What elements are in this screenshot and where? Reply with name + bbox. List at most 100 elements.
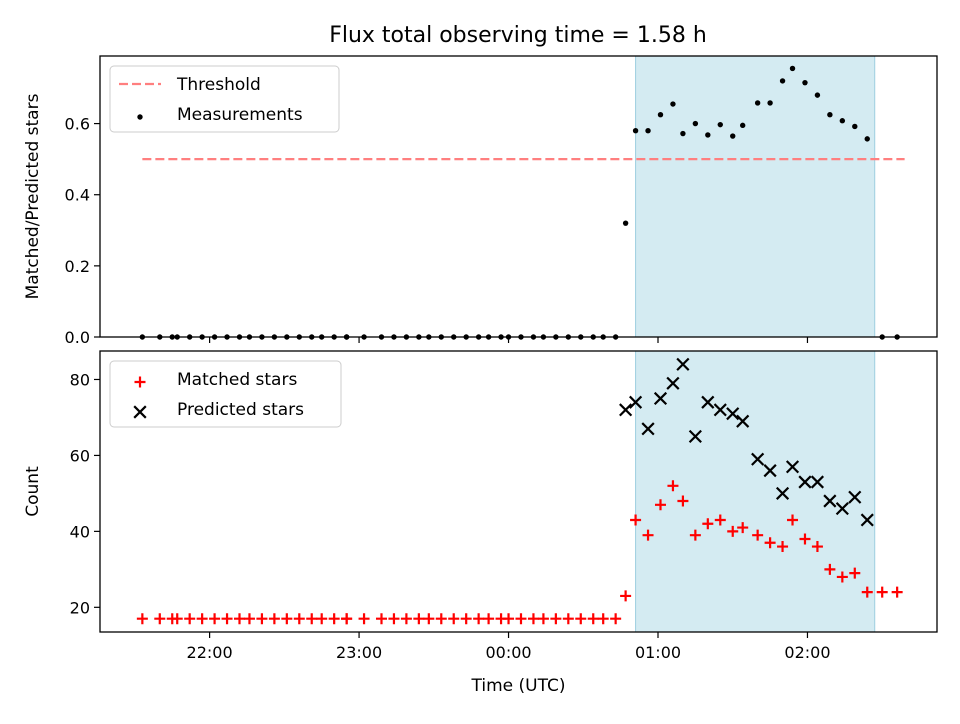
matched-star-point <box>423 613 435 625</box>
predicted-star-point <box>810 475 825 489</box>
matched-star-point <box>861 586 873 598</box>
measurement-point <box>680 130 686 137</box>
matched-star-point <box>473 613 485 625</box>
count-axes-frame <box>99 350 938 633</box>
measurement-point <box>814 92 821 98</box>
measurement-point <box>670 101 676 107</box>
matched-star-point <box>234 613 245 625</box>
matched-star-point <box>537 613 549 625</box>
matched-star-point <box>460 613 472 625</box>
predicted-star-point <box>653 391 668 406</box>
measurement-point <box>827 111 833 118</box>
matched-star-point <box>654 499 666 511</box>
ratio-y-tick-label: 0.4 <box>65 186 90 205</box>
ratio-y-tick-label: 0.0 <box>65 328 90 347</box>
matched-star-point <box>268 613 280 625</box>
matched-star-point <box>597 613 609 625</box>
matched-star-point <box>727 525 739 537</box>
matched-star-point <box>811 541 823 553</box>
count-y-tick-label: 60 <box>70 446 90 465</box>
matched-star-point <box>677 495 689 507</box>
ratio-legend: Threshold Measurements <box>109 65 340 133</box>
predicted-star-point <box>688 429 702 444</box>
predicted-star-point <box>751 452 765 466</box>
matched-star-point <box>375 613 387 625</box>
measurement-point <box>692 120 699 127</box>
matched-star-point <box>515 613 527 625</box>
matched-star-point <box>171 613 183 625</box>
count-legend: Matched stars Predicted stars <box>109 360 342 428</box>
measurement-point <box>739 122 746 129</box>
measurement-point <box>705 132 711 138</box>
legend-matched-swatch <box>134 376 146 388</box>
ratio-y-tick-label: 0.2 <box>65 257 90 276</box>
matched-star-point <box>667 480 679 492</box>
count-x-tick-label: 00:00 <box>485 643 531 662</box>
matched-star-point <box>752 529 764 541</box>
predicted-star-point <box>785 460 800 474</box>
measurement-point <box>864 136 870 142</box>
predicted-star-point <box>701 395 715 409</box>
measurement-point <box>852 123 858 130</box>
measurement-point <box>632 127 639 134</box>
matched-star-point <box>196 613 208 625</box>
count-x-tick-label: 01:00 <box>635 643 681 662</box>
matched-star-point <box>689 529 701 541</box>
predicted-star-point <box>629 395 643 409</box>
matched-star-point <box>550 613 562 625</box>
count-y-axis-label: Count <box>23 466 43 517</box>
measurement-point <box>754 100 761 106</box>
matched-star-point <box>799 533 811 545</box>
count-x-tick-label: 02:00 <box>784 643 830 662</box>
count-legend-label: Predicted stars <box>177 400 304 420</box>
measurement-point <box>645 127 651 134</box>
matched-star-point <box>306 613 318 625</box>
ratio-axes-frame <box>99 55 938 338</box>
matched-star-point <box>702 518 714 530</box>
predicted-star-point <box>763 464 777 478</box>
predicted-star-point <box>666 376 680 390</box>
matched-star-point <box>876 586 888 598</box>
count-marks <box>136 357 903 625</box>
measurement-point <box>802 79 808 86</box>
matched-star-point <box>503 613 515 625</box>
count-observing-window <box>635 350 876 633</box>
matched-star-point <box>620 590 632 602</box>
matched-star-point <box>714 514 726 526</box>
matched-star-point <box>184 613 196 625</box>
matched-star-point <box>388 613 400 625</box>
predicted-star-point <box>726 407 740 421</box>
measurement-point <box>622 220 629 226</box>
count-x-axis-label: Time (UTC) <box>471 676 566 696</box>
predicted-star-point <box>641 422 655 436</box>
matched-star-point <box>413 613 425 625</box>
matched-star-point <box>642 529 654 541</box>
matched-star-point <box>154 613 166 625</box>
measurement-point <box>657 111 664 118</box>
matched-star-point <box>787 514 799 526</box>
predicted-star-point <box>676 357 690 371</box>
count-y-tick-label: 20 <box>70 598 90 617</box>
matched-star-point <box>587 613 599 625</box>
matched-star-point <box>243 613 255 625</box>
matched-star-point <box>209 613 221 625</box>
matched-star-point <box>483 613 495 625</box>
predicted-star-point <box>619 403 633 417</box>
chart-title: Flux total observing time = 1.58 h <box>329 23 707 48</box>
matched-star-point <box>435 613 447 625</box>
measurement-point <box>730 133 736 139</box>
matched-star-point <box>293 613 305 625</box>
predicted-star-point <box>775 486 790 500</box>
matched-star-point <box>400 613 412 625</box>
measurement-point <box>767 100 773 106</box>
matched-star-point <box>358 613 370 625</box>
matched-star-point <box>630 514 642 526</box>
count-y-tick-label: 80 <box>70 370 90 389</box>
ratio-panel: 0.0 0.2 0.4 0.6 Matched/Predicted stars Thr… <box>23 55 938 347</box>
matched-star-point <box>316 613 328 625</box>
count-ticks: 20 40 60 80 22:00 23:00 00:00 01:00 02:00 <box>70 370 831 662</box>
measurement-point <box>717 121 723 128</box>
ratio-legend-label: Measurements <box>177 105 303 125</box>
